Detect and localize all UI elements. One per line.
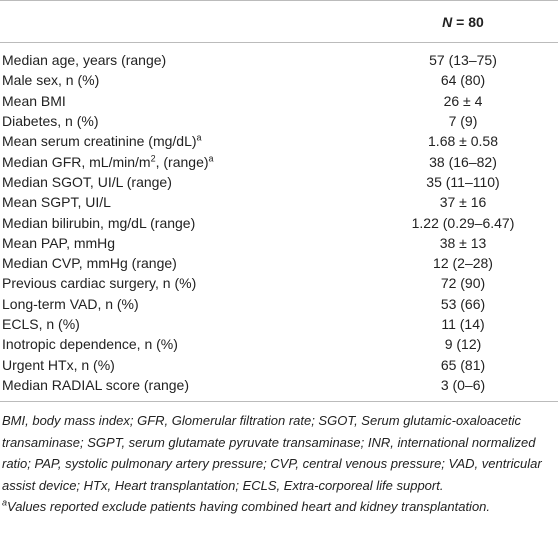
row-label: ECLS, n (%) bbox=[0, 314, 368, 334]
label-text: Previous cardiac surgery, n (%) bbox=[2, 275, 197, 292]
label-text: Male sex, n (%) bbox=[2, 72, 100, 89]
row-label: Previous cardiac surgery, n (%) bbox=[0, 273, 368, 293]
table-row: Median CVP, mmHg (range) 12 (2–28) bbox=[0, 253, 558, 273]
table-row: Male sex, n (%) 64 (80) bbox=[0, 70, 558, 90]
n-symbol: N bbox=[442, 13, 453, 30]
row-value: 64 (80) bbox=[440, 72, 486, 89]
row-value: 3 (0–6) bbox=[368, 374, 558, 403]
row-value: 38 ± 13 bbox=[439, 234, 487, 251]
table-row: ECLS, n (%) 11 (14) bbox=[0, 314, 558, 334]
row-label: Diabetes, n (%) bbox=[0, 111, 368, 131]
row-value: 7 (9) bbox=[448, 113, 478, 130]
n-value: = 80 bbox=[452, 13, 484, 30]
superscript: a bbox=[208, 152, 214, 163]
row-label: Mean BMI bbox=[0, 91, 368, 111]
row-value: 26 ± 4 bbox=[443, 92, 483, 109]
table-row: Mean serum creatinine (mg/dL)a 1.68 ± 0.5… bbox=[0, 131, 558, 151]
label-text: Median GFR, mL/min/m bbox=[2, 153, 151, 170]
table-row: Mean SGPT, UI/L 37 ± 16 bbox=[0, 192, 558, 212]
table-row: Mean BMI 26 ± 4 bbox=[0, 91, 558, 111]
label-text: Mean serum creatinine (mg/dL) bbox=[2, 133, 197, 150]
row-value: 53 (66) bbox=[440, 295, 486, 312]
row-value: 1.22 (0.29–6.47) bbox=[411, 214, 515, 231]
table-row: Long-term VAD, n (%) 53 (66) bbox=[0, 294, 558, 314]
label-text: Mean BMI bbox=[2, 92, 66, 109]
label-text: Median SGOT, UI/L (range) bbox=[2, 173, 172, 190]
label-text: Median age, years (range) bbox=[2, 52, 167, 69]
label-text: Median RADIAL score (range) bbox=[2, 376, 190, 393]
header-cell: N = 80 bbox=[368, 0, 558, 43]
label-text: ECLS, n (%) bbox=[2, 316, 80, 332]
row-label: Mean PAP, mmHg bbox=[0, 233, 368, 253]
abbreviations: BMI, body mass index; GFR, Glomerular fi… bbox=[2, 413, 542, 493]
table-row: Median age, years (range) 57 (13–75) bbox=[0, 43, 558, 71]
label-text: Inotropic dependence, n (%) bbox=[2, 336, 178, 353]
header-row: N = 80 bbox=[0, 0, 558, 43]
table-row: Previous cardiac surgery, n (%) 72 (90) bbox=[0, 273, 558, 293]
header-empty bbox=[0, 0, 368, 43]
table-row: Median RADIAL score (range) 3 (0–6) bbox=[0, 374, 558, 403]
row-label: Urgent HTx, n (%) bbox=[0, 354, 368, 374]
row-value: 12 (2–28) bbox=[433, 255, 493, 272]
table-row: Median bilirubin, mg/dL (range) 1.22 (0.2… bbox=[0, 212, 558, 232]
row-label: Mean serum creatinine (mg/dL)a bbox=[0, 131, 368, 151]
label-text: Long-term VAD, n (%) bbox=[2, 295, 139, 312]
table-row: Median SGOT, UI/L (range) 35 (11–110) bbox=[0, 172, 558, 192]
row-value: 9 (12) bbox=[444, 336, 482, 353]
table-row: Median GFR, mL/min/m2, (range)a 38 (16–82… bbox=[0, 151, 558, 171]
note-marker: a bbox=[2, 497, 8, 508]
table-row: Mean PAP, mmHg 38 ± 13 bbox=[0, 233, 558, 253]
row-value: 1.68 ± 0.58 bbox=[428, 133, 498, 150]
table-row: Diabetes, n (%) 7 (9) bbox=[0, 111, 558, 131]
row-label: Median CVP, mmHg (range) bbox=[0, 253, 368, 273]
table: N = 80 Median age, years (range) 57 (13–7… bbox=[0, 0, 558, 403]
table-row: Inotropic dependence, n (%) 9 (12) bbox=[0, 334, 558, 354]
table-body: Median age, years (range) 57 (13–75) Male … bbox=[0, 43, 558, 403]
note-text: Values reported exclude patients having … bbox=[7, 499, 491, 515]
label-text: Urgent HTx, n (%) bbox=[2, 356, 115, 373]
label-text: Median bilirubin, mg/dL (range) bbox=[2, 214, 196, 231]
footnotes: BMI, body mass index; GFR, Glomerular fi… bbox=[0, 402, 558, 518]
row-value: 11 (14) bbox=[441, 316, 485, 332]
row-value: 57 (13–75) bbox=[429, 52, 497, 69]
row-value: 35 (11–110) bbox=[426, 173, 500, 190]
label-text: Median CVP, mmHg (range) bbox=[2, 255, 177, 272]
superscript: a bbox=[196, 132, 202, 143]
row-label: Mean SGPT, UI/L bbox=[0, 192, 368, 212]
row-value: 38 (16–82) bbox=[429, 153, 497, 170]
note: aValues reported exclude patients having… bbox=[2, 496, 554, 518]
label-text: Diabetes, n (%) bbox=[2, 113, 99, 130]
label-text: , (range) bbox=[155, 153, 209, 170]
label-text: Mean PAP, mmHg bbox=[2, 234, 116, 251]
table-row: Urgent HTx, n (%) 65 (81) bbox=[0, 354, 558, 374]
label-text: Mean SGPT, UI/L bbox=[2, 194, 111, 211]
row-label: Long-term VAD, n (%) bbox=[0, 294, 368, 314]
row-label: Male sex, n (%) bbox=[0, 70, 368, 90]
row-label: Inotropic dependence, n (%) bbox=[0, 334, 368, 354]
row-value: 72 (90) bbox=[440, 275, 486, 292]
row-label: Median SGOT, UI/L (range) bbox=[0, 172, 368, 192]
row-label: Median GFR, mL/min/m2, (range)a bbox=[0, 151, 368, 171]
row-label: Median age, years (range) bbox=[0, 43, 368, 71]
row-value: 37 ± 16 bbox=[439, 194, 487, 211]
row-value: 65 (81) bbox=[440, 356, 486, 373]
row-label: Median RADIAL score (range) bbox=[0, 374, 368, 403]
superscript: 2 bbox=[150, 152, 156, 163]
row-label: Median bilirubin, mg/dL (range) bbox=[0, 212, 368, 232]
